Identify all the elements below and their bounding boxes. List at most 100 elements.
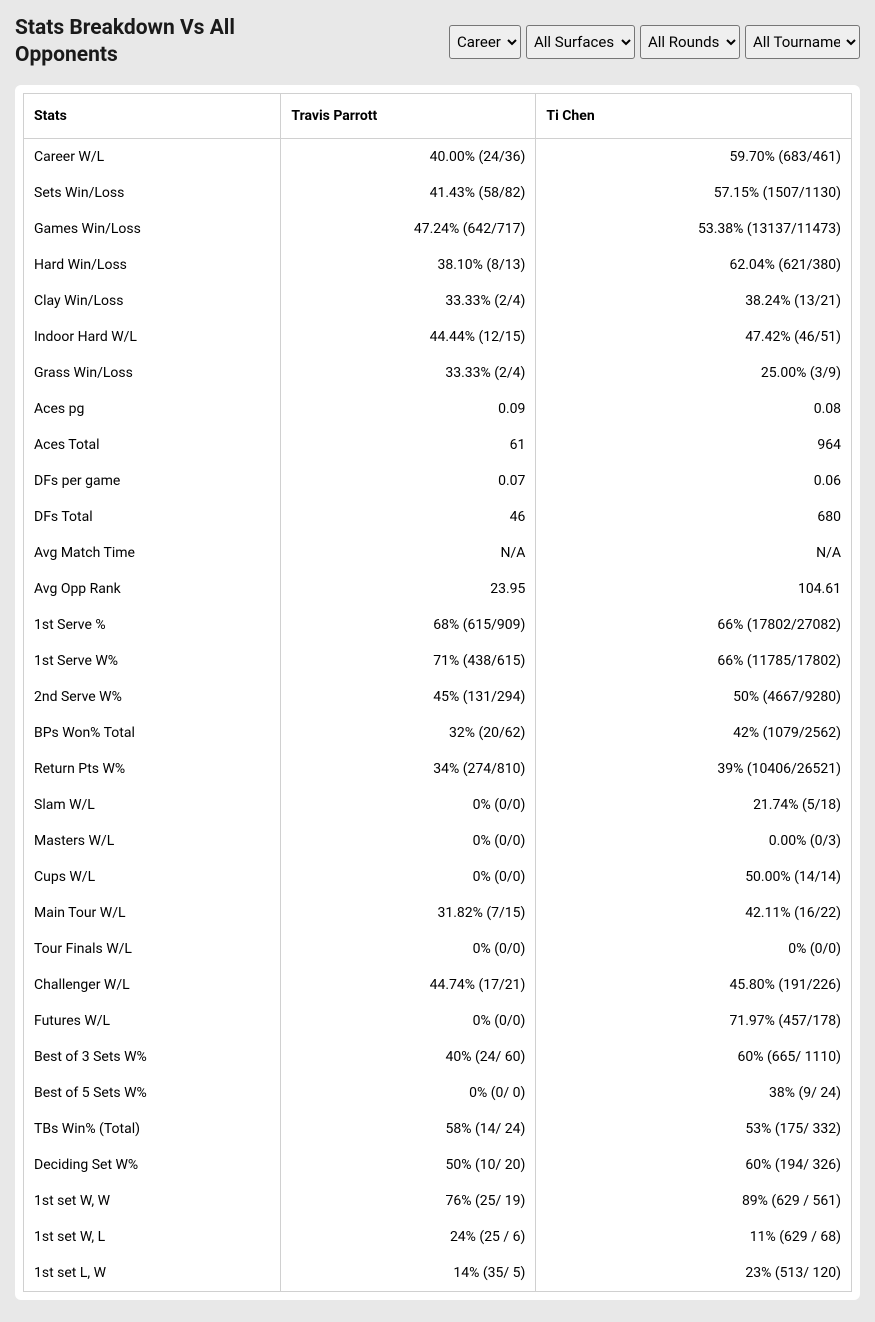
stat-label: Grass Win/Loss [24,355,281,391]
stat-value-player2: 57.15% (1507/1130) [536,175,852,211]
stat-value-player1: 45% (131/294) [281,679,536,715]
stat-value-player1: 38.10% (8/13) [281,247,536,283]
filter-rounds[interactable]: All Rounds [640,25,740,59]
stat-value-player1: 33.33% (2/4) [281,283,536,319]
table-row: Hard Win/Loss38.10% (8/13)62.04% (621/38… [24,247,852,283]
stat-value-player1: 0% (0/0) [281,823,536,859]
stat-label: Sets Win/Loss [24,175,281,211]
stat-value-player2: 0.06 [536,463,852,499]
stat-value-player1: 76% (25/ 19) [281,1183,536,1219]
stat-value-player1: 23.95 [281,571,536,607]
stat-label: Tour Finals W/L [24,931,281,967]
table-row: Avg Match TimeN/AN/A [24,535,852,571]
stat-value-player2: 964 [536,427,852,463]
stat-value-player1: 40% (24/ 60) [281,1039,536,1075]
filter-tournament[interactable]: All Tournaments [745,25,860,59]
stat-value-player1: 50% (10/ 20) [281,1147,536,1183]
stat-label: 1st set L, W [24,1255,281,1292]
stat-label: Cups W/L [24,859,281,895]
stat-label: 1st Serve W% [24,643,281,679]
table-header-row: Stats Travis Parrott Ti Chen [24,93,852,138]
table-row: Aces pg0.090.08 [24,391,852,427]
table-row: 1st Serve %68% (615/909)66% (17802/27082… [24,607,852,643]
stat-value-player2: 680 [536,499,852,535]
stat-label: Aces pg [24,391,281,427]
col-stats-header: Stats [24,93,281,138]
stat-value-player1: 14% (35/ 5) [281,1255,536,1292]
stat-value-player2: N/A [536,535,852,571]
col-player2-header: Ti Chen [536,93,852,138]
table-row: Slam W/L0% (0/0)21.74% (5/18) [24,787,852,823]
table-row: 2nd Serve W%45% (131/294)50% (4667/9280) [24,679,852,715]
stat-value-player2: 0.08 [536,391,852,427]
stat-value-player2: 38% (9/ 24) [536,1075,852,1111]
stat-label: 2nd Serve W% [24,679,281,715]
stat-value-player1: 58% (14/ 24) [281,1111,536,1147]
stat-label: DFs per game [24,463,281,499]
stats-table-container: Stats Travis Parrott Ti Chen Career W/L4… [15,85,860,1300]
table-row: Main Tour W/L31.82% (7/15)42.11% (16/22) [24,895,852,931]
table-row: DFs Total46680 [24,499,852,535]
stat-value-player1: 0.09 [281,391,536,427]
stat-value-player2: 104.61 [536,571,852,607]
stat-value-player2: 47.42% (46/51) [536,319,852,355]
stat-label: Slam W/L [24,787,281,823]
stat-value-player2: 50% (4667/9280) [536,679,852,715]
table-row: Masters W/L0% (0/0)0.00% (0/3) [24,823,852,859]
table-row: 1st set W, L24% (25 / 6)11% (629 / 68) [24,1219,852,1255]
stat-label: Challenger W/L [24,967,281,1003]
stat-value-player1: 0% (0/0) [281,931,536,967]
stat-value-player2: 21.74% (5/18) [536,787,852,823]
stat-value-player2: 53.38% (13137/11473) [536,211,852,247]
stat-value-player1: 0% (0/0) [281,859,536,895]
table-row: Best of 3 Sets W%40% (24/ 60)60% (665/ 1… [24,1039,852,1075]
stat-label: Return Pts W% [24,751,281,787]
table-row: Tour Finals W/L0% (0/0)0% (0/0) [24,931,852,967]
stat-value-player2: 38.24% (13/21) [536,283,852,319]
stat-value-player1: 0% (0/0) [281,1003,536,1039]
stat-value-player1: 24% (25 / 6) [281,1219,536,1255]
stat-value-player1: 46 [281,499,536,535]
stat-value-player2: 53% (175/ 332) [536,1111,852,1147]
table-row: Deciding Set W%50% (10/ 20)60% (194/ 326… [24,1147,852,1183]
stat-value-player1: 68% (615/909) [281,607,536,643]
stat-value-player2: 62.04% (621/380) [536,247,852,283]
stat-value-player2: 0% (0/0) [536,931,852,967]
stat-label: Masters W/L [24,823,281,859]
table-row: Aces Total61964 [24,427,852,463]
stat-value-player2: 39% (10406/26521) [536,751,852,787]
stat-label: Clay Win/Loss [24,283,281,319]
table-row: DFs per game0.070.06 [24,463,852,499]
table-row: TBs Win% (Total)58% (14/ 24)53% (175/ 33… [24,1111,852,1147]
stat-value-player2: 45.80% (191/226) [536,967,852,1003]
stat-value-player1: 34% (274/810) [281,751,536,787]
filter-surface[interactable]: All Surfaces [526,25,635,59]
stat-value-player1: N/A [281,535,536,571]
stat-value-player1: 40.00% (24/36) [281,138,536,175]
stat-label: Games Win/Loss [24,211,281,247]
stat-value-player1: 41.43% (58/82) [281,175,536,211]
stat-value-player1: 31.82% (7/15) [281,895,536,931]
table-row: 1st set L, W14% (35/ 5)23% (513/ 120) [24,1255,852,1292]
stat-value-player2: 60% (194/ 326) [536,1147,852,1183]
filter-bar: Career All Surfaces All Rounds All Tourn… [449,25,860,59]
stat-value-player1: 32% (20/62) [281,715,536,751]
table-row: Avg Opp Rank23.95104.61 [24,571,852,607]
stat-value-player1: 61 [281,427,536,463]
stat-value-player2: 0.00% (0/3) [536,823,852,859]
table-row: Sets Win/Loss41.43% (58/82)57.15% (1507/… [24,175,852,211]
stat-value-player1: 47.24% (642/717) [281,211,536,247]
stat-value-player2: 42.11% (16/22) [536,895,852,931]
stat-label: Best of 3 Sets W% [24,1039,281,1075]
stat-value-player2: 89% (629 / 561) [536,1183,852,1219]
stat-value-player2: 42% (1079/2562) [536,715,852,751]
filter-time[interactable]: Career [449,25,521,59]
stat-label: TBs Win% (Total) [24,1111,281,1147]
stat-value-player1: 0% (0/ 0) [281,1075,536,1111]
stat-label: DFs Total [24,499,281,535]
table-row: Grass Win/Loss33.33% (2/4)25.00% (3/9) [24,355,852,391]
stat-value-player1: 33.33% (2/4) [281,355,536,391]
stat-value-player1: 0.07 [281,463,536,499]
table-row: Career W/L40.00% (24/36)59.70% (683/461) [24,138,852,175]
stat-value-player2: 71.97% (457/178) [536,1003,852,1039]
